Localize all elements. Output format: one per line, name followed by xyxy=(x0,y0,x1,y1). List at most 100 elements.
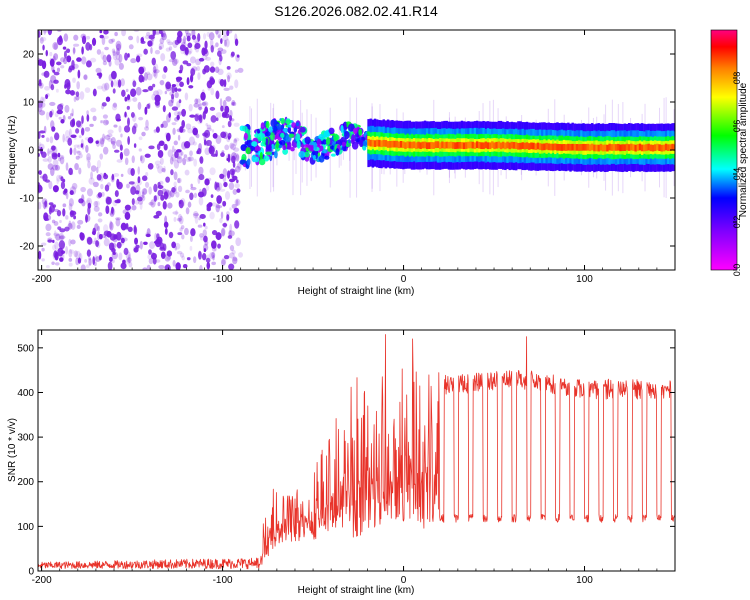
spectrogram-noise-speckle xyxy=(71,108,74,117)
spectrogram-tone-cell xyxy=(525,142,529,150)
spectrogram-noise-speckle xyxy=(91,37,97,46)
spectrogram-noise-speckle xyxy=(49,51,53,57)
spectrogram-noise-speckle xyxy=(106,133,113,138)
spectrogram-noise-speckle xyxy=(39,130,46,134)
spectrogram-noise-speckle xyxy=(152,65,157,74)
spectrogram-tone-cell xyxy=(501,141,505,149)
spectrogram-noise-speckle xyxy=(47,237,53,242)
spectrogram-noise-speckle xyxy=(132,114,137,122)
spectrogram-noise-speckle xyxy=(143,241,148,246)
spectrogram-tone-cell xyxy=(415,142,418,150)
spectrogram-tone-cell xyxy=(408,141,412,149)
spectrogram-streak xyxy=(248,130,250,165)
spectrogram-noise-speckle xyxy=(126,94,131,101)
spectrogram-noise-speckle xyxy=(112,50,116,57)
spectrogram-noise-speckle xyxy=(77,69,81,79)
spectrogram-noise-speckle xyxy=(68,128,72,137)
spectrogram-transition-blob xyxy=(341,141,347,147)
spectrogram-noise-speckle xyxy=(50,84,55,91)
spectrogram-noise-speckle xyxy=(88,177,95,185)
spectrogram-noise-speckle xyxy=(165,189,170,198)
spectrogram-noise-speckle xyxy=(197,106,203,110)
spectrogram-noise-speckle xyxy=(192,127,198,136)
spectrogram-noise-speckle xyxy=(58,157,61,162)
spectrogram-noise-speckle xyxy=(229,118,235,122)
spectrogram-noise-speckle xyxy=(140,66,145,72)
spectrogram-transition-blob xyxy=(258,158,266,166)
spectrogram-noise-speckle xyxy=(235,53,240,62)
spectrogram-noise-speckle xyxy=(222,35,229,42)
spectrogram-y-tick-label: -10 xyxy=(20,194,35,205)
spectrogram-tone-cell xyxy=(625,143,629,151)
spectrogram-noise-speckle xyxy=(204,147,211,156)
spectrogram-noise-speckle xyxy=(67,222,73,230)
spectrogram-tone-cell xyxy=(419,142,422,150)
spectrogram-noise-speckle xyxy=(189,192,194,201)
spectrogram-noise-speckle xyxy=(73,34,79,41)
spectrogram-noise-speckle xyxy=(68,220,72,229)
spectrogram-noise-speckle xyxy=(120,222,127,231)
spectrogram-transition-blob xyxy=(313,141,318,151)
spectrogram-noise-speckle xyxy=(181,38,186,47)
spectrogram-noise-speckle xyxy=(197,224,203,228)
spectrogram-noise-speckle xyxy=(207,85,211,91)
spectrogram-tone-cell xyxy=(410,141,414,149)
spectrogram-noise-speckle xyxy=(182,157,187,166)
spectrogram-noise-speckle xyxy=(215,42,219,48)
spectrogram-noise-speckle xyxy=(229,142,235,149)
spectrogram-noise-speckle xyxy=(92,181,99,188)
spectrogram-noise-speckle xyxy=(99,34,104,39)
spectrogram-tone-cell xyxy=(369,139,372,147)
spectrogram-transition-blob xyxy=(259,152,263,161)
spectrogram-tone-cell xyxy=(395,140,398,148)
spectrogram-noise-speckle xyxy=(136,196,143,202)
spectrogram-noise-speckle xyxy=(70,239,76,245)
spectrogram-transition-blob xyxy=(316,138,322,146)
spectrogram-noise-speckle xyxy=(96,85,104,90)
spectrogram-noise-speckle xyxy=(153,215,160,219)
spectrogram-noise-speckle xyxy=(78,135,82,139)
spectrogram-noise-speckle xyxy=(54,164,60,171)
spectrogram-noise-speckle xyxy=(213,244,218,252)
spectrogram-noise-speckle xyxy=(43,125,47,134)
spectrogram-noise-speckle xyxy=(59,156,65,165)
spectrogram-tone-cell xyxy=(545,142,548,150)
spectrogram-noise-speckle xyxy=(178,99,182,104)
spectrogram-noise-speckle xyxy=(144,153,151,158)
spectrogram-noise-speckle xyxy=(96,49,102,55)
spectrogram-transition-blob xyxy=(265,151,272,156)
spectrogram-noise-speckle xyxy=(52,244,57,251)
spectrogram-noise-speckle xyxy=(183,35,187,44)
spectrogram-noise-speckle xyxy=(193,192,198,199)
spectrogram-noise-speckle xyxy=(52,69,56,73)
spectrogram-noise-speckle xyxy=(168,46,173,51)
spectrogram-noise-speckle xyxy=(90,165,97,172)
spectrogram-noise-speckle xyxy=(103,119,109,126)
spectrogram-noise-speckle xyxy=(93,205,100,212)
spectrogram-tone-cell xyxy=(436,141,440,148)
spectrogram-transition-blob xyxy=(335,148,340,156)
spectrogram-noise-speckle xyxy=(193,213,199,217)
spectrogram-noise-speckle xyxy=(216,30,222,38)
spectrogram-noise-speckle xyxy=(163,65,168,73)
spectrogram-noise-speckle xyxy=(142,89,149,93)
spectrogram-tone-cell xyxy=(547,143,550,151)
spectrogram-noise-speckle xyxy=(90,107,97,113)
spectrogram-noise-speckle xyxy=(115,118,122,122)
spectrogram-tone-cell xyxy=(404,142,407,149)
spectrogram-noise-speckle xyxy=(41,134,45,138)
spectrogram-noise-speckle xyxy=(160,194,165,201)
spectrogram-noise-speckle xyxy=(164,90,168,95)
spectrogram-noise-speckle xyxy=(171,93,175,100)
spectrogram-noise-speckle xyxy=(142,267,148,270)
spectrogram-noise-speckle xyxy=(132,97,138,102)
spectrogram-noise-speckle xyxy=(68,198,74,207)
spectrogram-transition-blob xyxy=(279,139,286,146)
spectrogram-noise-speckle xyxy=(97,192,103,198)
spectrogram-noise-speckle xyxy=(107,261,113,270)
spectrogram-noise-speckle xyxy=(98,233,103,240)
spectrogram-noise-speckle xyxy=(113,124,118,128)
spectrogram-noise-speckle xyxy=(52,164,59,171)
spectrogram-tone-cell xyxy=(538,143,542,150)
spectrogram-transition-blob xyxy=(288,133,295,138)
